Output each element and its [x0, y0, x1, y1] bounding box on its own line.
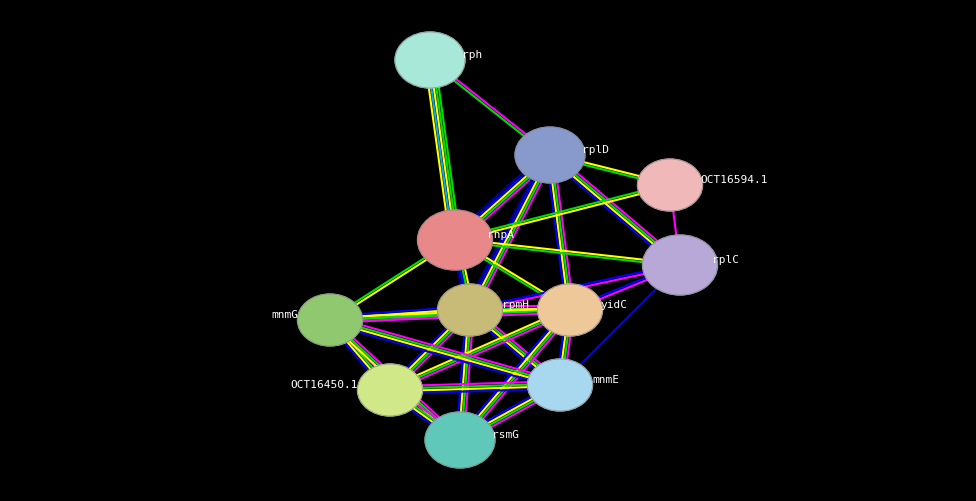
- Ellipse shape: [637, 159, 703, 211]
- Text: OCT16594.1: OCT16594.1: [700, 175, 767, 185]
- Text: OCT16450.1: OCT16450.1: [291, 380, 358, 390]
- Text: rsmG: rsmG: [492, 430, 519, 440]
- Text: rph: rph: [462, 50, 482, 60]
- Ellipse shape: [515, 127, 585, 183]
- Text: rpmH: rpmH: [502, 300, 529, 310]
- Ellipse shape: [538, 284, 602, 336]
- Text: rplC: rplC: [712, 255, 739, 265]
- Ellipse shape: [418, 210, 493, 270]
- Text: rnpA: rnpA: [487, 230, 514, 240]
- Text: mnmE: mnmE: [592, 375, 619, 385]
- Text: yidC: yidC: [600, 300, 627, 310]
- Ellipse shape: [642, 235, 717, 295]
- Ellipse shape: [425, 412, 495, 468]
- Text: mnmG: mnmG: [271, 310, 298, 320]
- Ellipse shape: [395, 32, 465, 88]
- Text: rplD: rplD: [582, 145, 609, 155]
- Ellipse shape: [357, 364, 423, 416]
- Ellipse shape: [437, 284, 503, 336]
- Ellipse shape: [527, 359, 592, 411]
- Ellipse shape: [298, 294, 362, 346]
